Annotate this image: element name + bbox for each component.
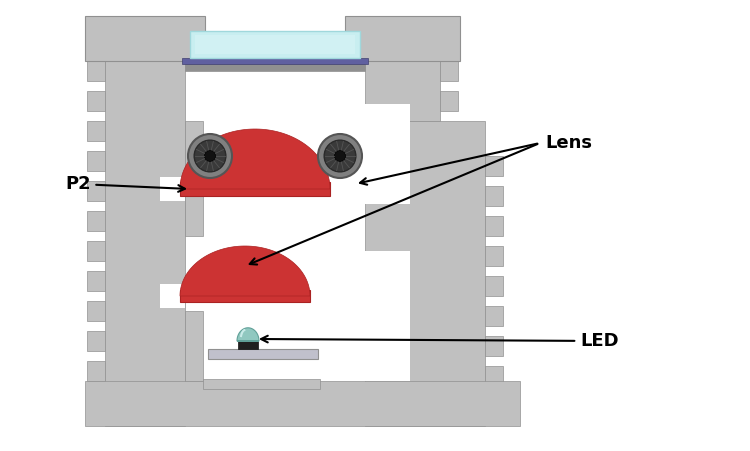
Polygon shape <box>485 246 503 266</box>
Polygon shape <box>105 16 185 426</box>
Polygon shape <box>185 311 203 381</box>
Polygon shape <box>365 16 440 121</box>
Polygon shape <box>440 61 458 81</box>
Polygon shape <box>180 129 330 189</box>
Polygon shape <box>485 216 503 236</box>
Polygon shape <box>485 306 503 326</box>
Polygon shape <box>440 31 458 51</box>
Polygon shape <box>485 186 503 206</box>
Polygon shape <box>180 182 330 196</box>
Polygon shape <box>208 349 318 359</box>
Polygon shape <box>365 121 485 426</box>
Polygon shape <box>87 91 105 111</box>
Polygon shape <box>87 121 105 141</box>
Circle shape <box>194 140 226 172</box>
Polygon shape <box>237 328 259 341</box>
Polygon shape <box>238 341 258 349</box>
Polygon shape <box>87 181 105 201</box>
Polygon shape <box>85 381 520 426</box>
Polygon shape <box>485 396 503 416</box>
Polygon shape <box>185 59 365 71</box>
Polygon shape <box>365 104 410 204</box>
Polygon shape <box>87 151 105 171</box>
Text: Lens: Lens <box>545 134 592 152</box>
Polygon shape <box>182 58 368 64</box>
Polygon shape <box>485 366 503 386</box>
Polygon shape <box>87 331 105 351</box>
Circle shape <box>318 134 362 178</box>
Circle shape <box>334 151 346 161</box>
Circle shape <box>324 140 356 172</box>
Polygon shape <box>87 241 105 261</box>
Polygon shape <box>87 271 105 291</box>
Text: P2: P2 <box>65 175 185 193</box>
Polygon shape <box>87 391 105 411</box>
Polygon shape <box>180 246 310 296</box>
Polygon shape <box>195 35 355 54</box>
Circle shape <box>188 134 232 178</box>
Polygon shape <box>365 311 410 381</box>
Polygon shape <box>485 336 503 356</box>
Circle shape <box>205 151 215 161</box>
Polygon shape <box>365 251 410 311</box>
Polygon shape <box>345 16 460 61</box>
Polygon shape <box>160 177 185 201</box>
Polygon shape <box>485 276 503 296</box>
Polygon shape <box>87 361 105 381</box>
Polygon shape <box>87 211 105 231</box>
Polygon shape <box>485 156 503 176</box>
Polygon shape <box>87 61 105 81</box>
Polygon shape <box>87 301 105 321</box>
Polygon shape <box>180 290 310 302</box>
Polygon shape <box>440 91 458 111</box>
Polygon shape <box>190 31 360 58</box>
Polygon shape <box>160 284 185 308</box>
Text: LED: LED <box>261 332 619 350</box>
Polygon shape <box>203 379 320 389</box>
Polygon shape <box>185 121 203 236</box>
Polygon shape <box>85 16 205 61</box>
